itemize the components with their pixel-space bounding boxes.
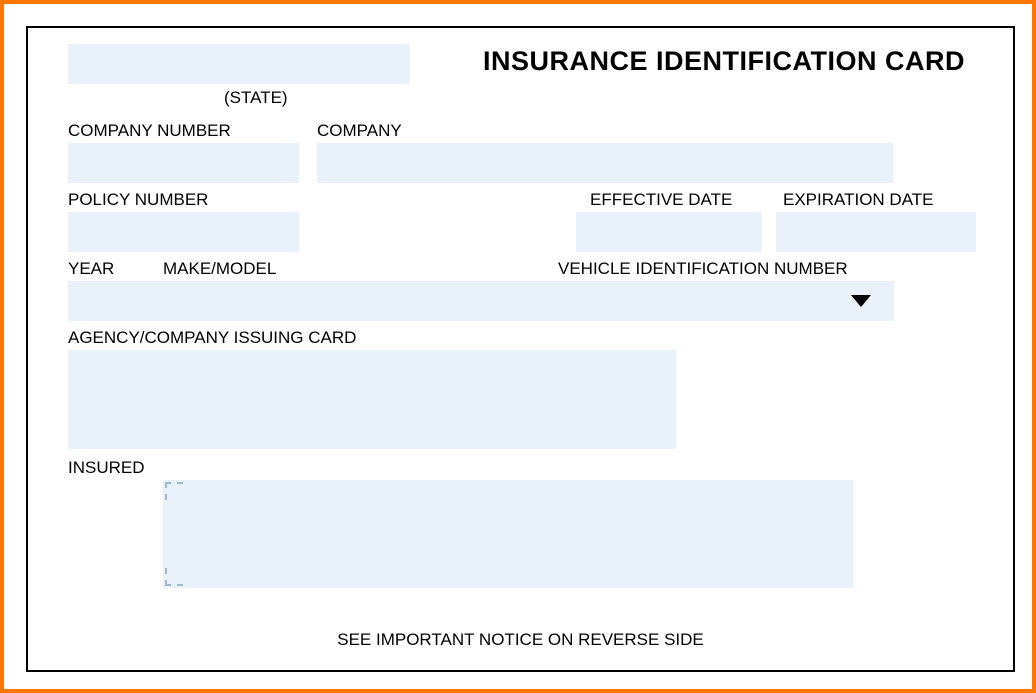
expiration-date-field[interactable] <box>776 212 976 252</box>
card-border: INSURANCE IDENTIFICATION CARD (STATE) CO… <box>26 26 1015 672</box>
policy-number-field[interactable] <box>68 212 299 252</box>
crop-mark-bottom-left-icon <box>165 568 183 586</box>
insurance-card: INSURANCE IDENTIFICATION CARD (STATE) CO… <box>28 28 1013 670</box>
agency-label: AGENCY/COMPANY ISSUING CARD <box>68 328 356 348</box>
insured-field[interactable] <box>163 480 853 588</box>
make-model-label: MAKE/MODEL <box>163 259 276 279</box>
state-label: (STATE) <box>224 88 288 108</box>
year-label: YEAR <box>68 259 114 279</box>
vin-label: VEHICLE IDENTIFICATION NUMBER <box>558 259 848 279</box>
agency-field[interactable] <box>68 350 676 449</box>
expiration-date-label: EXPIRATION DATE <box>783 190 934 210</box>
company-number-field[interactable] <box>68 143 299 183</box>
policy-number-label: POLICY NUMBER <box>68 190 208 210</box>
effective-date-field[interactable] <box>576 212 762 252</box>
vehicle-field[interactable] <box>68 281 894 321</box>
state-field[interactable] <box>68 44 410 84</box>
company-label: COMPANY <box>317 121 402 141</box>
company-number-label: COMPANY NUMBER <box>68 121 231 141</box>
company-field[interactable] <box>317 143 893 183</box>
outer-frame: INSURANCE IDENTIFICATION CARD (STATE) CO… <box>0 0 1036 693</box>
effective-date-label: EFFECTIVE DATE <box>590 190 732 210</box>
card-title: INSURANCE IDENTIFICATION CARD <box>483 46 965 77</box>
dropdown-icon[interactable] <box>851 295 871 307</box>
insured-label: INSURED <box>68 458 145 478</box>
crop-mark-top-left-icon <box>165 482 183 500</box>
footer-notice: SEE IMPORTANT NOTICE ON REVERSE SIDE <box>28 630 1013 650</box>
